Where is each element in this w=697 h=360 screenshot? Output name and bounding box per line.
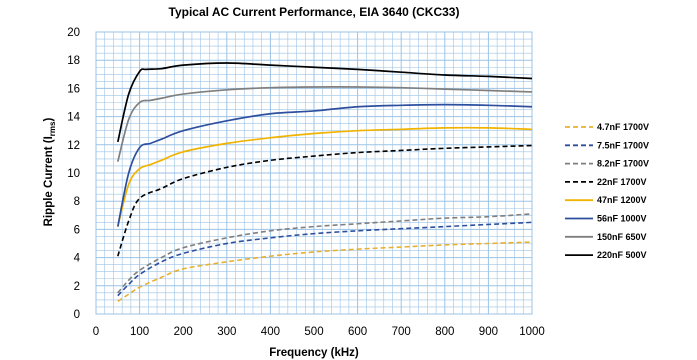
legend-label: 8.2nF 1700V (597, 159, 649, 169)
x-tick-label: 0 (93, 326, 99, 338)
y-tick-label: 4 (74, 253, 81, 265)
legend-label: 47nF 1200V (597, 195, 647, 205)
x-tick-label: 300 (217, 326, 236, 338)
legend-label: 220nF 500V (597, 250, 647, 260)
x-tick-labels: 0 100 200 300 400 500 600 700 800 900 1000 (93, 326, 545, 338)
y-axis-label-main: Ripple Current (I (43, 136, 55, 226)
x-tick-label: 100 (130, 326, 149, 338)
x-axis-label: Frequency (kHz) (269, 347, 359, 359)
legend-label: 22nF 1700V (597, 177, 647, 187)
series-line (117, 213, 533, 294)
x-tick-label: 500 (304, 326, 323, 338)
y-tick-label: 2 (74, 281, 80, 293)
y-tick-label: 8 (74, 196, 80, 208)
y-tick-label: 18 (67, 55, 80, 67)
x-tick-label: 400 (261, 326, 280, 338)
legend-label: 56nF 1000V (597, 214, 647, 224)
y-tick-labels: 0 2 4 6 8 10 12 14 16 18 20 (67, 27, 80, 321)
legend-label: 4.7nF 1700V (597, 122, 649, 132)
y-tick-label: 0 (74, 309, 80, 321)
series-line (116, 62, 533, 143)
y-tick-label: 20 (67, 27, 80, 39)
plot-border (95, 31, 533, 315)
legend: 4.7nF 1700V 7.5nF 1700V 8.2nF 1700V 22nF 17… (565, 122, 649, 260)
x-tick-label: 1000 (519, 326, 545, 338)
series-line (117, 241, 533, 302)
series-lines (116, 62, 533, 302)
grid (95, 31, 533, 315)
x-tick-label: 200 (174, 326, 193, 338)
legend-label: 7.5nF 1700V (597, 140, 649, 150)
x-tick-label: 900 (479, 326, 498, 338)
y-tick-label: 16 (67, 83, 80, 95)
y-tick-label: 14 (67, 112, 80, 124)
y-axis-label-sub: rms (48, 121, 57, 136)
y-axis-label-close: ) (43, 118, 55, 122)
y-tick-label: 10 (67, 168, 80, 180)
y-tick-label: 12 (67, 140, 80, 152)
y-axis-label: Ripple Current (Irms) (43, 118, 57, 227)
y-tick-label: 6 (74, 224, 80, 236)
legend-label: 150nF 650V (597, 232, 647, 242)
series-line (116, 126, 533, 227)
series-line (116, 103, 533, 227)
series-line (116, 86, 533, 162)
x-tick-label: 600 (348, 326, 367, 338)
x-tick-label: 700 (392, 326, 411, 338)
series-line (117, 221, 533, 297)
chart-title: Typical AC Current Performance, EIA 3640… (169, 5, 460, 19)
x-tick-label: 800 (435, 326, 454, 338)
